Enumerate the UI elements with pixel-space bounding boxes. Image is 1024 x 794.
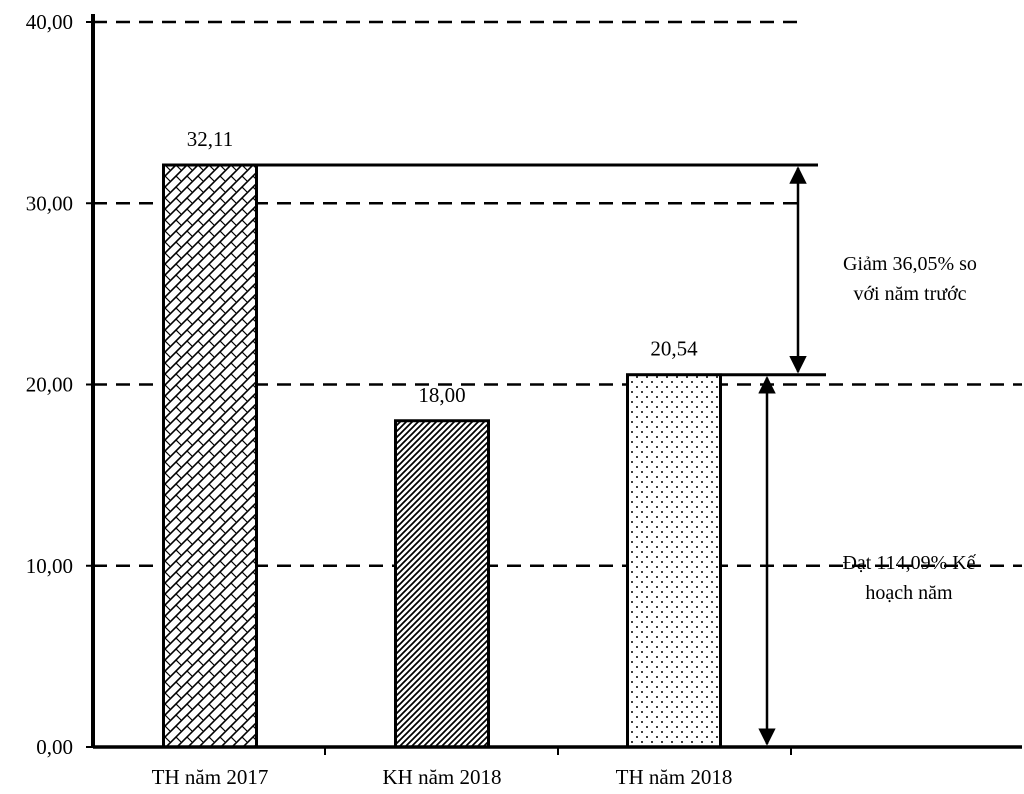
y-tick-label: 10,00 xyxy=(26,554,73,578)
annotation-text: hoạch năm xyxy=(865,582,953,604)
data-label: 18,00 xyxy=(418,383,465,407)
annotation-text: với năm trước xyxy=(853,283,966,305)
x-tick-label: TH năm 2017 xyxy=(152,765,269,789)
data-label: 20,54 xyxy=(650,337,698,361)
bar xyxy=(394,419,490,749)
data-label: 32,11 xyxy=(187,127,233,151)
annotation-text: Đạt 114,09% Kế xyxy=(842,552,976,574)
annotation-text: Giảm 36,05% so xyxy=(843,253,977,275)
x-tick-label: TH năm 2018 xyxy=(616,765,733,789)
y-tick-label: 0,00 xyxy=(36,735,73,759)
x-tick-label: KH năm 2018 xyxy=(383,765,502,789)
y-tick-label: 40,00 xyxy=(26,10,73,34)
y-tick-label: 20,00 xyxy=(26,373,73,397)
bar xyxy=(162,163,258,749)
y-tick-label: 30,00 xyxy=(26,191,73,215)
bar xyxy=(626,373,722,749)
